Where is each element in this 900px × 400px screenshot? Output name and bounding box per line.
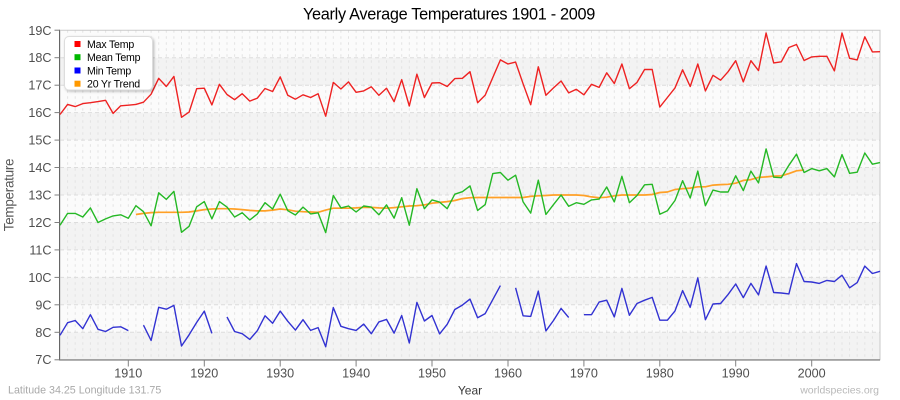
svg-text:9C: 9C [35, 298, 51, 312]
svg-text:11C: 11C [29, 243, 51, 257]
svg-text:1940: 1940 [342, 366, 370, 380]
svg-text:2000: 2000 [798, 366, 826, 380]
svg-text:15C: 15C [28, 134, 51, 148]
svg-text:1970: 1970 [570, 366, 598, 380]
svg-text:1920: 1920 [190, 366, 218, 380]
svg-text:19C: 19C [28, 24, 51, 38]
svg-text:1950: 1950 [418, 366, 446, 380]
svg-text:1930: 1930 [266, 366, 294, 380]
svg-text:worldspecies.org: worldspecies.org [799, 385, 879, 397]
svg-text:16C: 16C [28, 106, 51, 120]
svg-text:14C: 14C [28, 161, 51, 175]
svg-text:Year: Year [458, 384, 482, 398]
svg-text:17C: 17C [28, 79, 51, 93]
svg-text:1910: 1910 [114, 366, 142, 380]
svg-text:1960: 1960 [494, 366, 522, 380]
svg-text:7C: 7C [35, 353, 51, 367]
svg-text:Mean Temp: Mean Temp [87, 52, 141, 64]
svg-text:12C: 12C [28, 216, 51, 230]
svg-text:13C: 13C [28, 189, 51, 203]
svg-text:8C: 8C [35, 326, 51, 340]
svg-text:Min Temp: Min Temp [87, 65, 131, 77]
svg-text:20 Yr Trend: 20 Yr Trend [87, 79, 140, 91]
svg-text:1990: 1990 [722, 366, 750, 380]
svg-text:10C: 10C [28, 271, 51, 285]
svg-text:Yearly Average Temperatures 19: Yearly Average Temperatures 1901 - 2009 [303, 6, 595, 24]
svg-text:Latitude 34.25 Longitude 131.7: Latitude 34.25 Longitude 131.75 [8, 385, 161, 397]
svg-text:Max Temp: Max Temp [87, 39, 134, 51]
svg-text:1980: 1980 [646, 366, 674, 380]
svg-text:18C: 18C [28, 51, 51, 65]
svg-text:Temperature: Temperature [2, 159, 17, 232]
